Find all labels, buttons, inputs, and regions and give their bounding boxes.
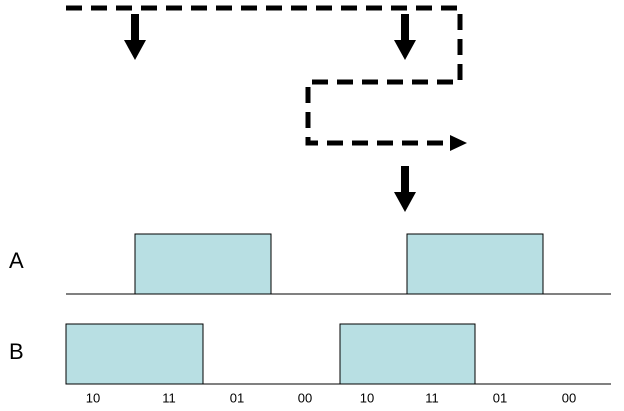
down-arrow <box>394 166 416 212</box>
state-label: 00 <box>298 390 312 405</box>
state-label: 10 <box>86 390 100 405</box>
row-label: B <box>9 339 24 364</box>
signal-high <box>339 323 476 385</box>
signal-high <box>406 233 544 295</box>
state-label: 00 <box>562 390 576 405</box>
down-arrow <box>394 14 416 60</box>
state-label: 11 <box>425 390 439 405</box>
arrow-head <box>450 135 467 151</box>
row-label: A <box>9 248 24 273</box>
down-arrow <box>124 14 146 60</box>
state-label: 01 <box>493 390 507 405</box>
state-label: 01 <box>230 390 244 405</box>
signal-high <box>65 323 204 385</box>
state-label: 11 <box>162 390 176 405</box>
dashed-flow <box>66 5 463 146</box>
signal-high <box>134 233 272 295</box>
state-label: 10 <box>360 390 374 405</box>
